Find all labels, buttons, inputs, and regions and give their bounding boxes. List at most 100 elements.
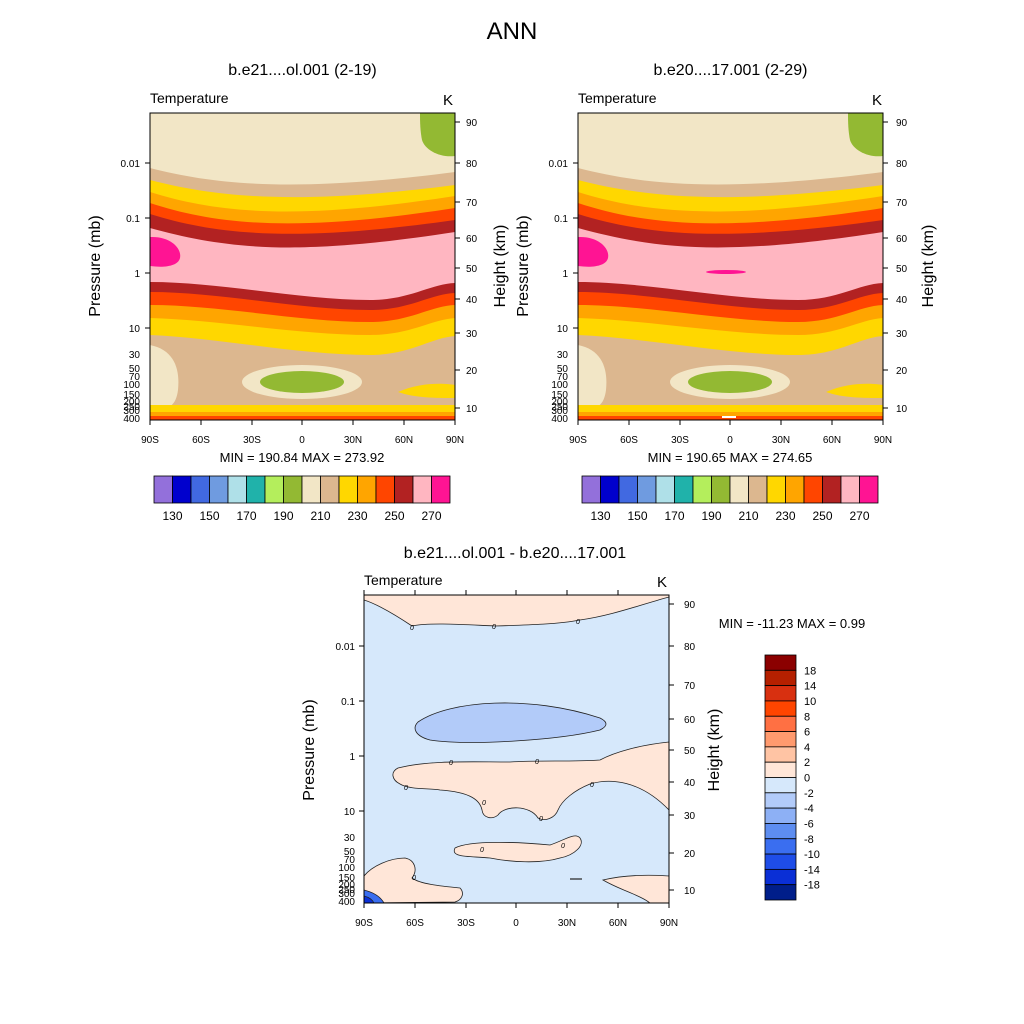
figure-title: ANN (486, 18, 538, 45)
panel3-title: b.e21....ol.001 - b.e20....17.001 (403, 545, 627, 562)
colorbar-swatch (764, 792, 797, 809)
panel3-y2-axis-title: Height (km) (706, 709, 723, 792)
colorbar-label: 150 (199, 509, 219, 523)
panel2-y-labels: 0.01 0.1 1 10 30 50 70 100 150 200 250 3… (549, 159, 569, 425)
colorbar-swatch (764, 853, 797, 870)
panel3-height-label: 90 (684, 600, 696, 611)
panel2-ytick-label: 200 (551, 397, 568, 408)
panel2-height-label: 90 (896, 118, 908, 129)
panel1-field (150, 113, 455, 420)
panel2-stats: MIN = 190.65 MAX = 274.65 (648, 450, 813, 465)
panel3-field (364, 595, 669, 903)
colorbar-label: -14 (804, 864, 820, 876)
panel1-colorbar: 130 150 170 190 210 230 250 270 (153, 475, 451, 523)
colorbar-swatch (764, 654, 797, 671)
panel3-ytick-label: 300 (338, 889, 355, 900)
colorbar-label: 170 (236, 509, 256, 523)
panel3-height-label: 50 (684, 746, 696, 757)
colorbar-swatch (764, 823, 797, 840)
panel3-ytick-label: 100 (338, 863, 355, 874)
panel1-xtick-label: 30N (344, 435, 362, 446)
panel2-colorbar: 130 150 170 190 210 230 250 270 (581, 475, 879, 523)
colorbar-label: 0 (804, 773, 810, 785)
colorbar-swatch (764, 868, 797, 886)
panel1-ytick-label: 50 (129, 364, 141, 375)
panel1-ytick-label: 1 (134, 269, 140, 280)
colorbar-label: -10 (804, 849, 820, 861)
panel3-ytick-label: 250 (338, 885, 355, 896)
panel2-ytick-label: 250 (551, 402, 568, 413)
colorbar-swatch (764, 731, 797, 748)
panel1-ytick-label: 10 (129, 324, 141, 335)
panel2-ytick-label: 300 (551, 406, 568, 417)
panel2-title: b.e20....17.001 (2-29) (653, 62, 808, 79)
panel1-xtick-label: 60S (192, 435, 210, 446)
panel3-xtick-label: 60N (609, 918, 627, 929)
panel3-ytick-label: 10 (344, 807, 356, 818)
panel3-ytick-label: 0.1 (341, 697, 355, 708)
colorbar-label: -2 (804, 788, 814, 800)
panel3-x-labels: 90S 60S 30S 0 30N 60N 90N (355, 918, 678, 929)
panel2-height-label: 60 (896, 234, 908, 245)
panel1-variable: Temperature (150, 90, 229, 106)
panel3-height-label: 30 (684, 811, 696, 822)
colorbar-swatch (764, 777, 797, 794)
panel1-y-labels: 0.01 0.1 1 10 30 50 70 100 150 200 250 3… (121, 159, 141, 425)
panel3-y-axis-title: Pressure (mb) (301, 699, 318, 800)
panel1-ytick-label: 70 (129, 372, 141, 383)
panel1-ytick-label: 400 (123, 414, 140, 425)
panel1-ytick-label: 100 (123, 380, 140, 391)
panel1-xtick-label: 90S (141, 435, 159, 446)
panel1-height-label: 10 (466, 404, 478, 415)
panel3-ytick-label: 0.01 (336, 642, 356, 653)
panel2-ytick-label: 50 (557, 364, 569, 375)
contour-label: 0 (480, 847, 484, 854)
panel2-units: K (872, 92, 883, 109)
panel2-xtick-label: 30N (772, 435, 790, 446)
panel2-ytick-label: 0.1 (554, 214, 568, 225)
panel3-xtick-label: 60S (406, 918, 424, 929)
colorbar-label: 250 (384, 509, 404, 523)
panel1-ytick-label: 30 (129, 350, 141, 361)
panel2-height-label: 20 (896, 366, 908, 377)
colorbar-label: -4 (804, 803, 814, 815)
panel2-x-labels: 90S 60S 30S 0 30N 60N 90N (569, 435, 892, 446)
panel1-height-label: 20 (466, 366, 478, 377)
panel1-units: K (443, 92, 454, 109)
contour-label: 0 (492, 624, 496, 631)
panel3-height-label: 70 (684, 681, 696, 692)
panel2-field (578, 113, 883, 420)
colorbar-swatch (764, 807, 797, 824)
colorbar-label: -8 (804, 834, 814, 846)
colorbar-label: 10 (804, 696, 816, 708)
panel2-xtick-label: 30S (671, 435, 689, 446)
panel1-height-label: 80 (466, 159, 478, 170)
contour-label: 0 (449, 760, 453, 767)
panel3-variable: Temperature (364, 572, 443, 588)
panel2-ticks (573, 121, 888, 425)
colorbar-swatch (764, 761, 797, 778)
panel3-colorbar: 18 14 10 8 6 4 2 0 -2 -4 -6 -8 -10 -14 -18 (764, 654, 820, 901)
contour-label: 0 (561, 843, 565, 850)
panel2-ytick-label: 1 (562, 269, 568, 280)
panel2-xtick-label: 0 (727, 435, 733, 446)
panel3-height-labels: 90 80 70 60 50 40 30 20 10 (684, 600, 696, 897)
panel3-height-label: 10 (684, 886, 696, 897)
panel2-xtick-label: 60N (823, 435, 841, 446)
panel3-xtick-label: 30S (457, 918, 475, 929)
panel1-xtick-label: 60N (395, 435, 413, 446)
colorbar-label: 18 (804, 665, 816, 677)
panel2-y-axis-title: Pressure (mb) (515, 215, 532, 316)
colorbar-label: 2 (804, 757, 810, 769)
panel2-height-label: 40 (896, 295, 908, 306)
panel2-height-label: 50 (896, 264, 908, 275)
panel2-y2-axis-title: Height (km) (920, 225, 937, 308)
panel3-ytick-label: 150 (338, 873, 355, 884)
colorbar-label: 14 (804, 681, 816, 693)
panel1-height-label: 30 (466, 329, 478, 340)
panel1-xtick-label: 90N (446, 435, 464, 446)
panel1-ytick-label: 200 (123, 397, 140, 408)
colorbar-swatch (859, 475, 879, 504)
colorbar-label: 4 (804, 742, 810, 754)
panel1-xtick-label: 0 (299, 435, 305, 446)
